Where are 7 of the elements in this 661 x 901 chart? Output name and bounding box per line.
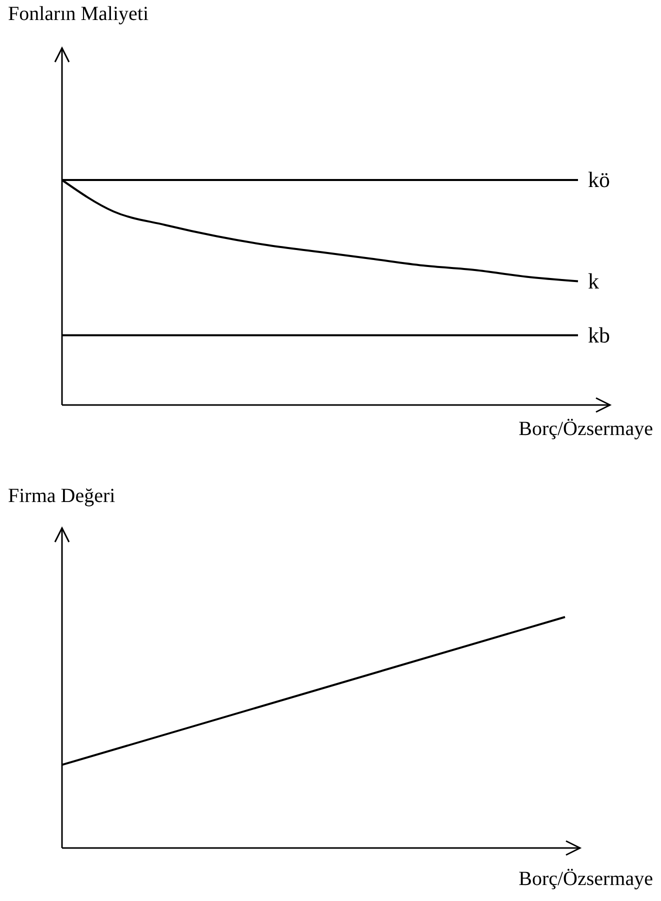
x-axis-title: Borç/Özsermaye <box>518 868 654 890</box>
y-axis-title: Firma Değeri <box>8 485 116 507</box>
y-axis-title: Fonların Maliyeti <box>8 3 149 25</box>
x-axis-title: Borç/Özsermaye <box>518 418 654 440</box>
series-label: kb <box>588 322 610 348</box>
series-label: kö <box>588 167 610 192</box>
series-label: k <box>588 268 599 294</box>
